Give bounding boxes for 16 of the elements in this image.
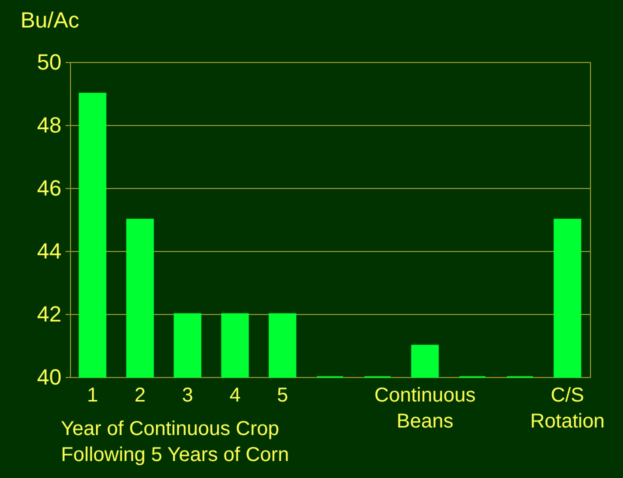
x-tick-label: 4 [229,384,241,406]
y-tick-label: 40 [37,364,62,390]
x-tick-label: 2 [134,384,146,406]
y-axis-title: Bu/Ac [20,8,80,32]
text: Following 5 Years of Corn [61,444,289,466]
y-tick-label: 42 [37,302,62,326]
y-tick-label: 44 [37,238,62,264]
x-tick-label: 3 [182,384,194,406]
x-tick-label: C/S Rotation [530,384,605,432]
y-tick-label: 46 [37,176,62,200]
y-tick-label: 48 [37,112,62,138]
x-tick-label: Continuous Beans [374,384,476,432]
x-tick-label: 1 [86,384,98,406]
y-tick-label: 50 [37,50,62,74]
text: Year of Continuous Crop [60,418,280,440]
x-tick-label: 5 [276,384,288,406]
